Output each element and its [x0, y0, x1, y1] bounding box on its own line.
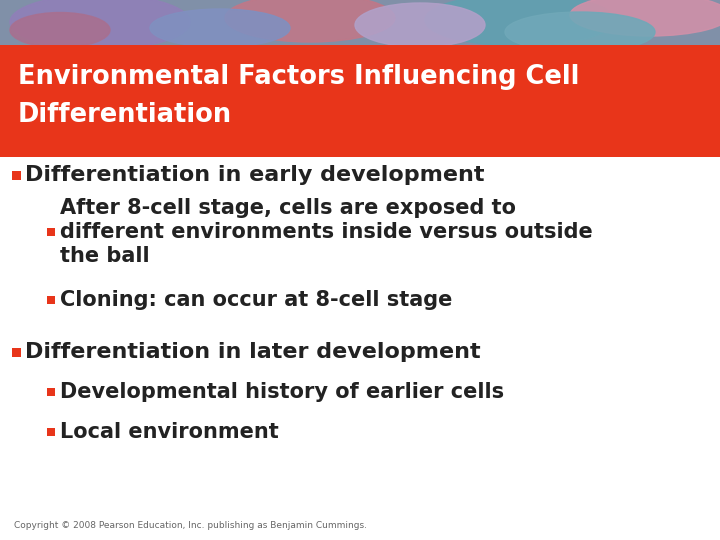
Bar	[47, 388, 55, 396]
Text: Environmental Factors Influencing Cell: Environmental Factors Influencing Cell	[18, 64, 580, 90]
Text: Copyright © 2008 Pearson Education, Inc. publishing as Benjamin Cummings.: Copyright © 2008 Pearson Education, Inc.…	[14, 521, 367, 530]
Bar	[47, 428, 55, 436]
Bar	[12, 348, 21, 356]
Ellipse shape	[10, 0, 190, 50]
Ellipse shape	[150, 9, 290, 47]
Ellipse shape	[355, 3, 485, 47]
Text: Differentiation in early development: Differentiation in early development	[25, 165, 485, 185]
Text: Developmental history of earlier cells: Developmental history of earlier cells	[60, 382, 504, 402]
Bar	[47, 296, 55, 304]
Ellipse shape	[225, 0, 395, 42]
Text: Differentiation in later development: Differentiation in later development	[25, 342, 481, 362]
Text: Local environment: Local environment	[60, 422, 279, 442]
Text: Differentiation: Differentiation	[18, 102, 232, 128]
Text: After 8-cell stage, cells are exposed to
different environments inside versus ou: After 8-cell stage, cells are exposed to…	[60, 198, 593, 266]
Bar	[12, 171, 21, 179]
Ellipse shape	[570, 0, 720, 36]
Ellipse shape	[505, 12, 655, 52]
Text: Cloning: can occur at 8-cell stage: Cloning: can occur at 8-cell stage	[60, 290, 452, 310]
Bar	[0, 0, 720, 45]
Ellipse shape	[425, 0, 615, 46]
Bar	[47, 228, 55, 236]
Ellipse shape	[10, 12, 110, 48]
Bar	[0, 157, 720, 540]
Bar	[0, 45, 720, 157]
